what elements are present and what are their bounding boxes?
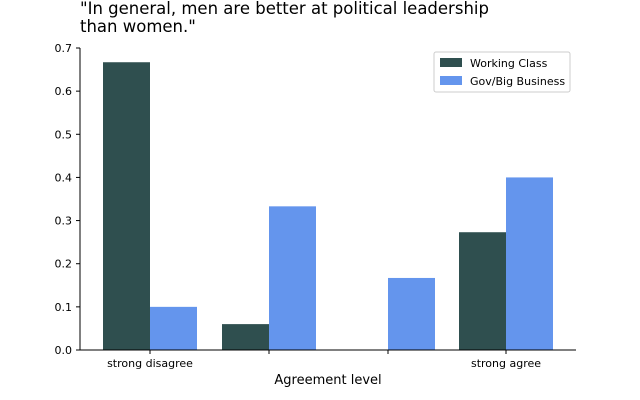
- legend-label-working-class: Working Class: [470, 57, 548, 70]
- bar-gov-big-business-3: [506, 177, 553, 350]
- y-tick-label: 0.4: [55, 171, 73, 184]
- x-tick-label: strong agree: [471, 357, 541, 370]
- legend-frame: [433, 51, 571, 93]
- legend-swatch-working-class: [440, 58, 462, 67]
- bar-gov-big-business-0: [150, 306, 197, 350]
- bar-working-class-1: [222, 324, 269, 350]
- y-ticks-group: 0.0 0.1 0.2 0.3 0.4 0.5 0.6 0.7: [55, 42, 80, 357]
- x-tick-label: strong disagree: [107, 357, 193, 370]
- y-tick-label: 0.2: [55, 258, 73, 271]
- x-ticks-group: strong disagree strong agree: [107, 350, 541, 370]
- y-tick-label: 0.7: [55, 42, 73, 55]
- bar-working-class-3: [459, 232, 506, 350]
- legend-swatch-gov-big-business: [440, 76, 462, 85]
- x-axis-label: Agreement level: [274, 373, 381, 388]
- y-tick-label: 0.1: [55, 301, 73, 314]
- y-tick-label: 0.3: [55, 215, 73, 228]
- legend: Working Class Gov/Big Business: [433, 51, 571, 93]
- bar-working-class-0: [103, 62, 150, 350]
- y-tick-label: 0.6: [55, 85, 73, 98]
- chart-title: "In general, men are better at political…: [80, 0, 489, 36]
- bar-gov-big-business-2: [388, 277, 435, 350]
- y-tick-label: 0.5: [55, 128, 73, 141]
- bars-group: [103, 62, 553, 350]
- axes-group: [79, 48, 576, 351]
- legend-label-gov-big-business: Gov/Big Business: [470, 75, 565, 88]
- y-tick-label: 0.0: [55, 344, 73, 357]
- bar-gov-big-business-1: [269, 206, 316, 350]
